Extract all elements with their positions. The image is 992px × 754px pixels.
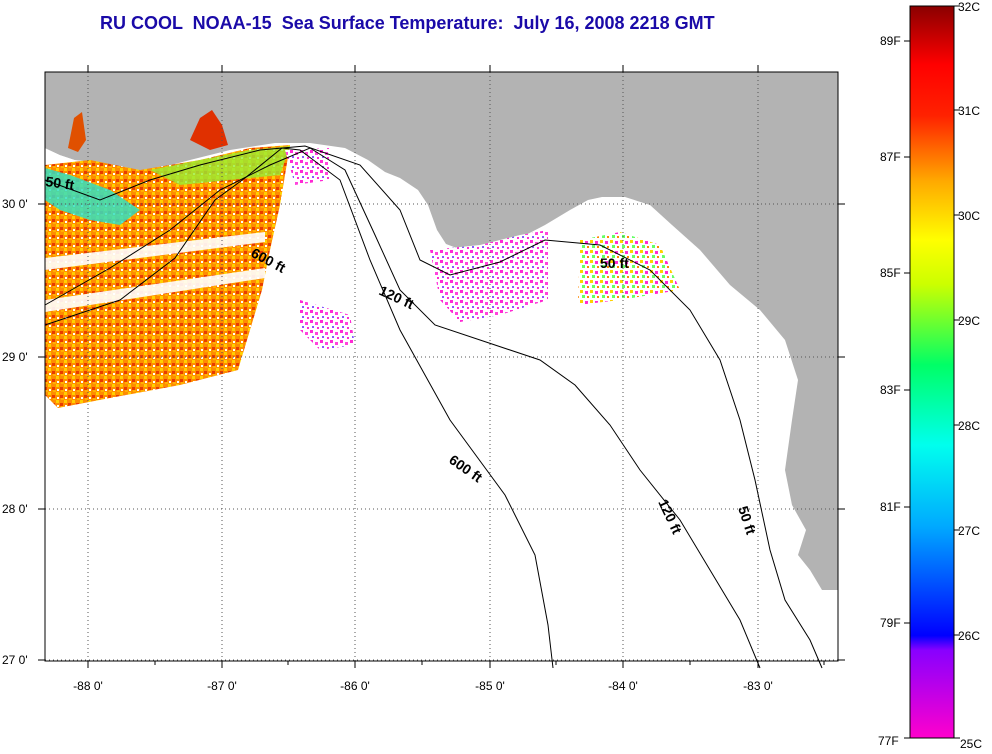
x-tick-label: -83 0' — [743, 679, 773, 693]
colorbar-celsius-label: 25C — [960, 737, 982, 751]
colorbar-celsius-label: 27C — [958, 524, 980, 538]
colorbar-fahrenheit-label: 87F — [880, 150, 901, 164]
sst-green-patch — [150, 146, 290, 185]
y-tick-label: 30 0' — [2, 197, 28, 211]
frame-ticks — [38, 65, 845, 668]
colorbar-celsius-label: 26C — [958, 629, 980, 643]
y-tick-label: 27 0' — [2, 653, 28, 667]
sst-pink-scatter — [285, 148, 330, 185]
colorbar-fahrenheit-label: 85F — [880, 266, 901, 280]
swath-gap — [45, 268, 265, 312]
x-tick-label: -88 0' — [73, 679, 103, 693]
sst-hot-delta — [68, 112, 86, 152]
colorbar-fahrenheit-label: 89F — [880, 34, 901, 48]
contour-label-50ft-east: 50 ft — [600, 255, 629, 271]
sst-cool-patch — [45, 168, 140, 225]
y-tick-label: 28 0' — [2, 502, 28, 516]
map-title: RU COOL NOAA-15 Sea Surface Temperature:… — [100, 13, 715, 33]
colorbar-celsius-label: 28C — [958, 419, 980, 433]
colorbar-celsius-label: 31C — [958, 104, 980, 118]
map-frame — [44, 71, 839, 662]
colorbar-celsius-label: 30C — [958, 209, 980, 223]
x-tick-label: -84 0' — [608, 679, 638, 693]
colorbar — [909, 5, 955, 739]
bathymetry-contours — [44, 145, 823, 669]
contour-50ft — [44, 145, 823, 669]
y-tick-label: 29 0' — [2, 350, 28, 364]
sst-swath-east-mixed — [578, 232, 680, 305]
x-tick-label: -85 0' — [475, 679, 505, 693]
colorbar-fahrenheit-label: 83F — [880, 383, 901, 397]
land-mass — [45, 72, 838, 590]
colorbar-fahrenheit-label: 79F — [880, 616, 901, 630]
sst-pink-scatter — [300, 300, 355, 350]
colorbar-fahrenheit-label: 77F — [878, 734, 899, 748]
x-tick-label: -86 0' — [340, 679, 370, 693]
colorbar-celsius-label: 29C — [958, 314, 980, 328]
x-tick-label: -87 0' — [207, 679, 237, 693]
colorbar-ticks — [904, 5, 960, 739]
swath-gap — [45, 232, 265, 270]
contour-120ft — [44, 147, 761, 669]
colorbar-celsius-label: 32C — [958, 0, 980, 14]
grid-lines — [45, 72, 838, 661]
contour-label-50ft-west: 50 ft — [45, 173, 76, 193]
contour-600ft — [44, 147, 554, 669]
colorbar-fahrenheit-label: 81F — [880, 500, 901, 514]
sst-hot-bay — [190, 110, 228, 150]
